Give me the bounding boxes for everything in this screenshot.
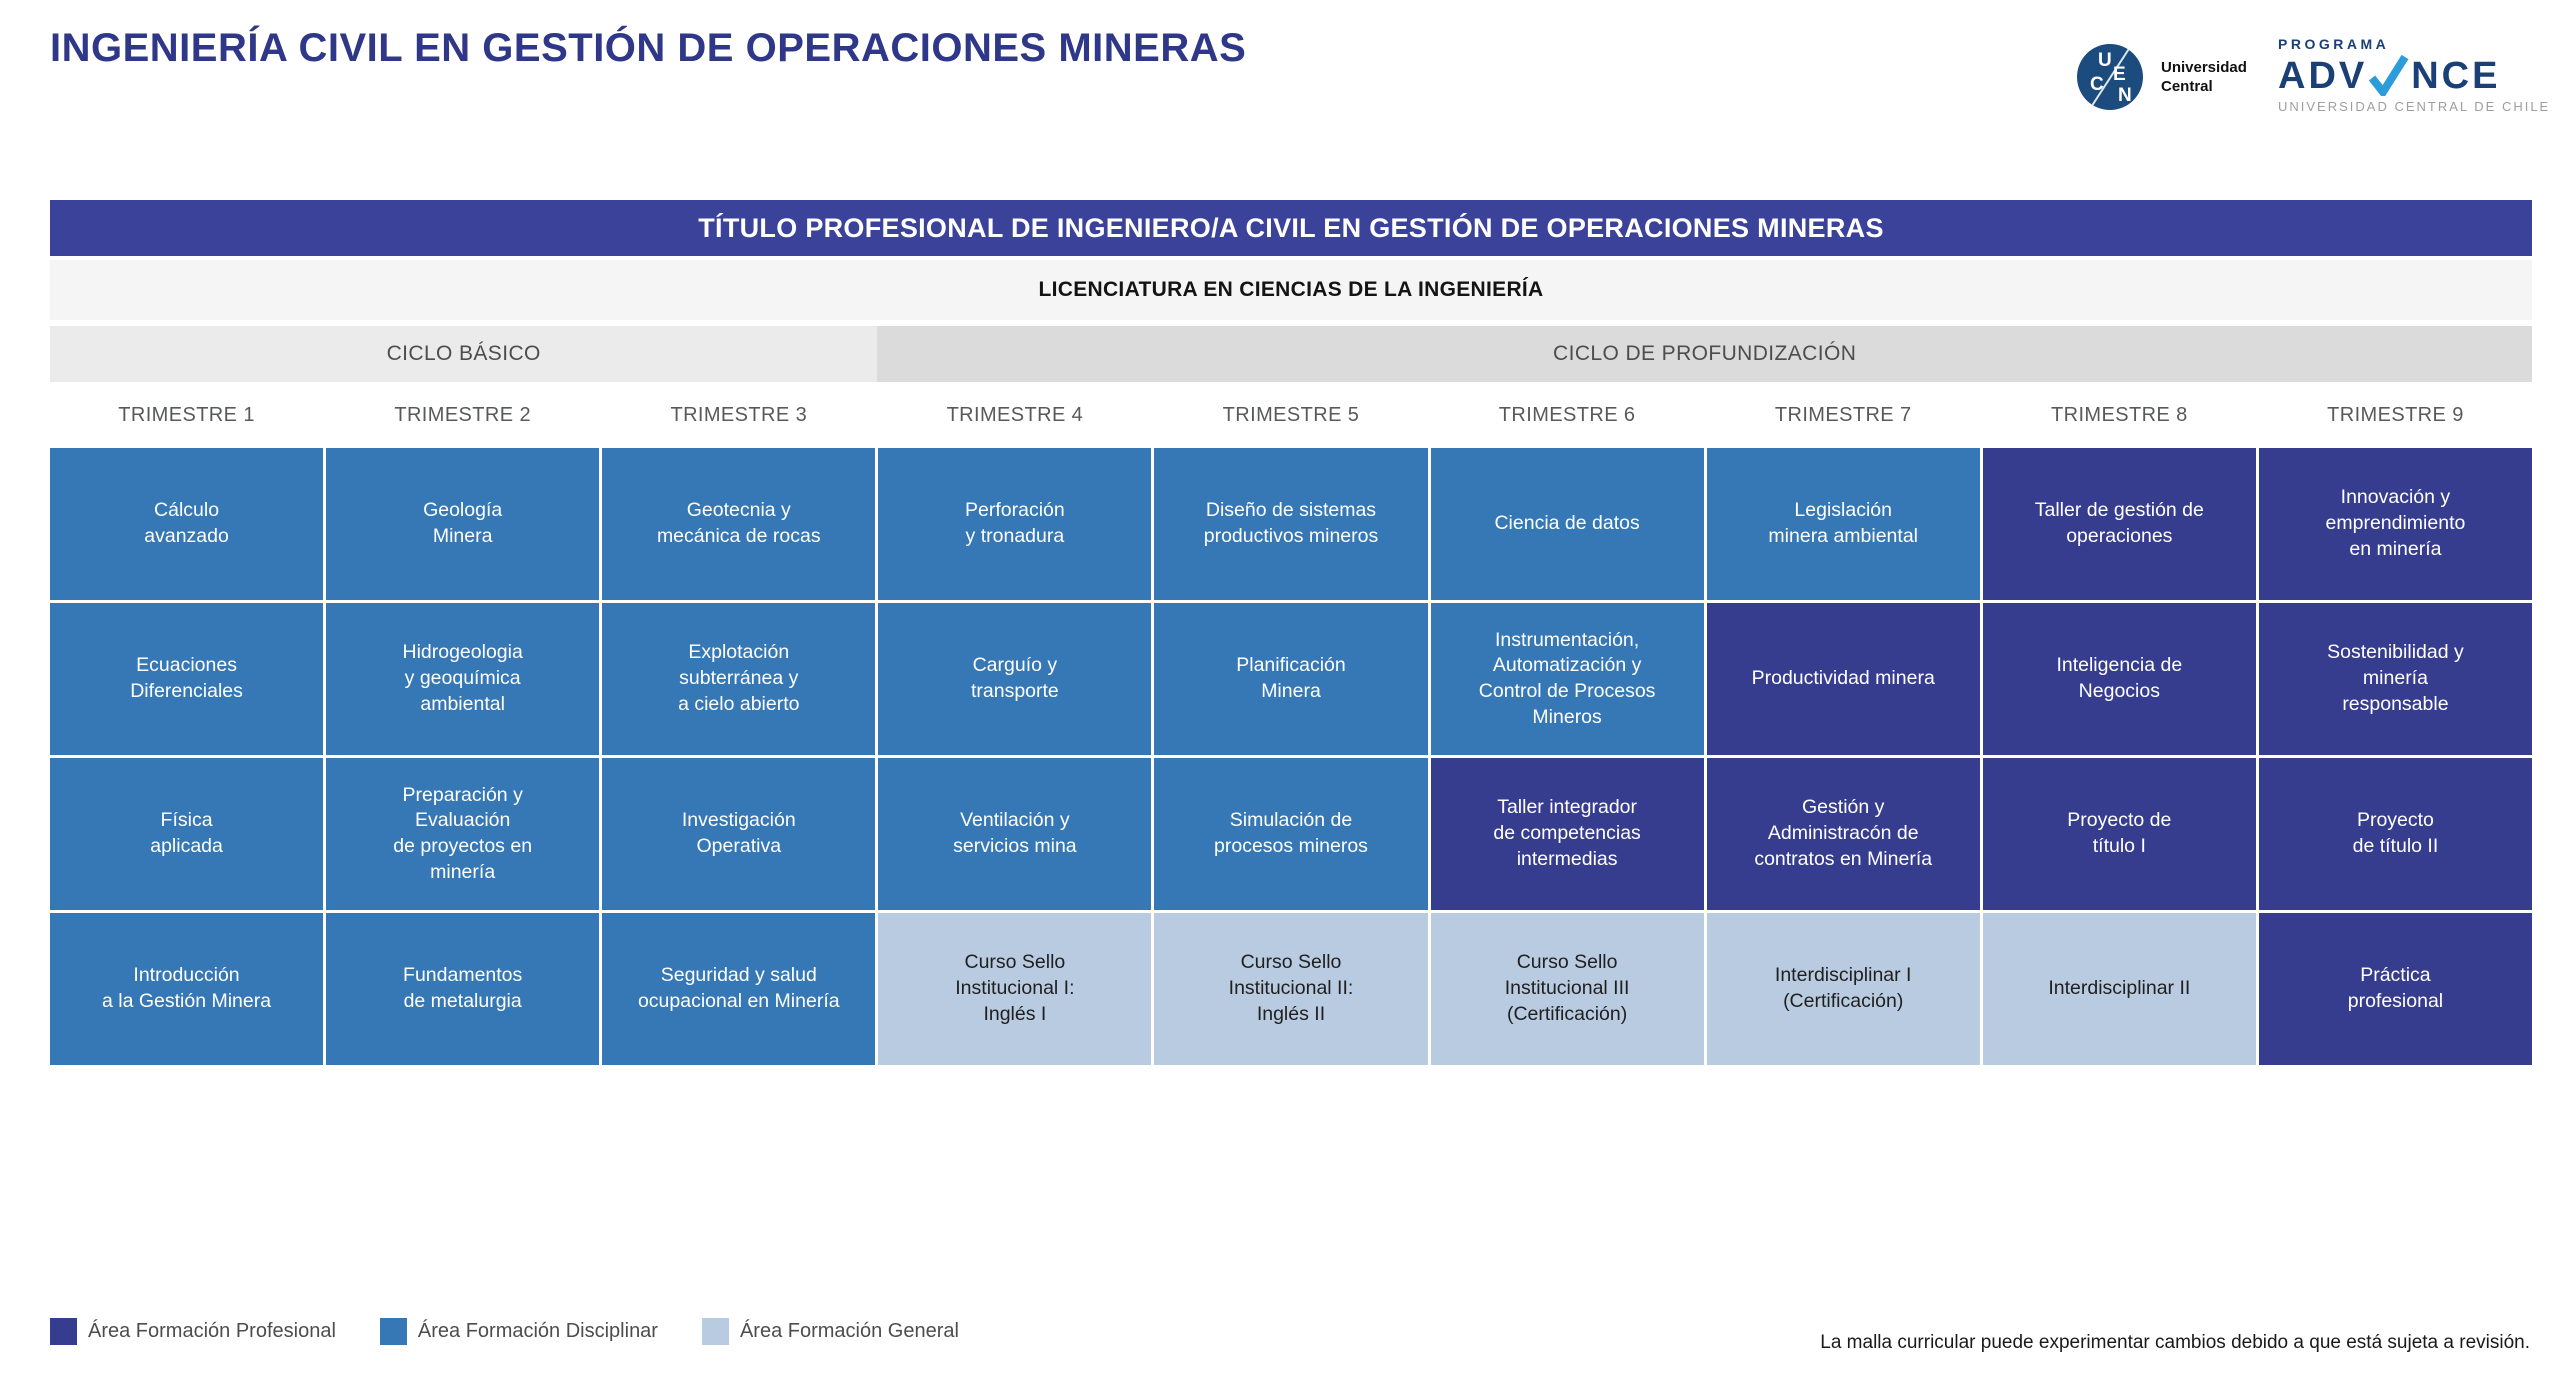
course-cell: Curso Sello Institucional I: Inglés I bbox=[878, 913, 1152, 1065]
ucen-wordmark: Universidad Central bbox=[2161, 58, 2247, 96]
course-cell: Geología Minera bbox=[326, 448, 600, 600]
course-cell: Interdisciplinar II bbox=[1982, 913, 2256, 1065]
trimester-header: TRIMESTRE 7 bbox=[1774, 403, 1912, 426]
trimester-header: TRIMESTRE 2 bbox=[394, 403, 531, 426]
legend-swatch-icon bbox=[701, 1318, 729, 1345]
course-cell: Productividad minera bbox=[1706, 603, 1980, 755]
advance-word-start: ADV bbox=[2278, 55, 2368, 97]
course-cell: Interdisciplinar I (Certificación) bbox=[1706, 913, 1980, 1065]
footer-note: La malla curricular puede experimentar c… bbox=[1820, 1332, 2530, 1353]
course-cell: Proyecto de título II bbox=[2258, 758, 2532, 910]
cycle-label: CICLO BÁSICO bbox=[50, 326, 878, 382]
trimester-header: TRIMESTRE 8 bbox=[2051, 403, 2188, 426]
trimester-header: TRIMESTRE 1 bbox=[118, 403, 255, 426]
advance-wordmark: ADV NCE bbox=[2278, 54, 2550, 97]
ucen-wordmark-line: Central bbox=[2161, 78, 2213, 95]
trimester-header-row: TRIMESTRE 1 TRIMESTRE 2 TRIMESTRE 3 TRIMEST… bbox=[50, 382, 2532, 448]
trimester-header: TRIMESTRE 3 bbox=[670, 403, 808, 426]
advance-word-end: NCE bbox=[2411, 55, 2501, 97]
trimester-header: TRIMESTRE 9 bbox=[2327, 403, 2464, 426]
course-cell: Perforación y tronadura bbox=[878, 448, 1152, 600]
area-legend: Área Formación Profesional Área Formación… bbox=[50, 1318, 1003, 1345]
ucen-monogram-icon: U C E N bbox=[2077, 44, 2143, 110]
course-cell: Sostenibilidad y minería responsable bbox=[2258, 603, 2532, 755]
legend-item: Área Formación Disciplinar bbox=[379, 1318, 658, 1345]
course-cell: Proyecto de título I bbox=[1982, 758, 2256, 910]
course-cell: Taller integrador de competencias interm… bbox=[1430, 758, 1704, 910]
course-cell: Física aplicada bbox=[50, 758, 324, 910]
course-cell: Innovación y emprendimiento en minería bbox=[2258, 448, 2532, 600]
legend-swatch-icon bbox=[379, 1318, 407, 1345]
course-cell: Introducción a la Gestión Minera bbox=[50, 913, 324, 1065]
licenciatura-bar: LICENCIATURA EN CIENCIAS DE LA INGENIERÍ… bbox=[50, 260, 2532, 320]
ucen-letter: E bbox=[2113, 64, 2126, 85]
course-cell: Hidrogeologia y geoquímica ambiental bbox=[326, 603, 600, 755]
course-cell: Planificación Minera bbox=[1154, 603, 1428, 755]
course-cell: Ecuaciones Diferenciales bbox=[50, 603, 324, 755]
legend-swatch-icon bbox=[50, 1318, 77, 1345]
legend-item: Área Formación Profesional bbox=[50, 1318, 336, 1345]
course-cell: Curso Sello Institucional II: Inglés II bbox=[1154, 913, 1428, 1065]
ucen-wordmark-line: Universidad bbox=[2161, 59, 2247, 76]
ucen-letter: U bbox=[2098, 50, 2112, 71]
course-cell: Taller de gestión de operaciones bbox=[1982, 448, 2256, 600]
course-cell: Práctica profesional bbox=[2258, 913, 2532, 1065]
course-cell: Ciencia de datos bbox=[1430, 448, 1704, 600]
course-cell: Curso Sello Institucional III (Certifica… bbox=[1430, 913, 1704, 1065]
trimester-header: TRIMESTRE 5 bbox=[1222, 403, 1360, 426]
page-title: INGENIERÍA CIVIL EN GESTIÓN DE OPERACION… bbox=[50, 26, 1247, 70]
checkmark-icon bbox=[2369, 54, 2409, 96]
legend-label: Área Formación Profesional bbox=[88, 1320, 336, 1342]
course-cell: Instrumentación, Automatización y Contro… bbox=[1430, 603, 1704, 755]
course-grid: Cálculo avanzado Geología Minera Geotecnia… bbox=[50, 448, 2532, 1065]
course-cell: Legislación minera ambiental bbox=[1706, 448, 1980, 600]
course-cell: Gestión y Administracón de contratos en … bbox=[1706, 758, 1980, 910]
course-cell: Inteligencia de Negocios bbox=[1982, 603, 2256, 755]
course-cell: Diseño de sistemas productivos mineros bbox=[1154, 448, 1428, 600]
course-cell: Ventilación y servicios mina bbox=[878, 758, 1152, 910]
course-cell: Explotación subterránea y a cielo abiert… bbox=[602, 603, 876, 755]
advance-kicker: PROGRAMA bbox=[2278, 36, 2390, 52]
course-cell: Cálculo avanzado bbox=[50, 448, 324, 600]
course-cell: Carguío y transporte bbox=[878, 603, 1152, 755]
cycle-row: CICLO BÁSICO CICLO DE PROFUNDIZACIÓN bbox=[50, 326, 2532, 382]
course-cell: Geotecnia y mecánica de rocas bbox=[602, 448, 876, 600]
course-cell: Investigación Operativa bbox=[602, 758, 876, 910]
ucen-letter: N bbox=[2118, 85, 2132, 106]
cycle-label: CICLO DE PROFUNDIZACIÓN bbox=[877, 326, 2532, 382]
ucen-letter: C bbox=[2090, 74, 2104, 95]
legend-item: Área Formación General bbox=[701, 1318, 959, 1345]
degree-title-bar: TÍTULO PROFESIONAL DE INGENIERO/A CIVIL … bbox=[50, 200, 2532, 256]
curriculum-board: TÍTULO PROFESIONAL DE INGENIERO/A CIVIL … bbox=[50, 200, 2532, 1065]
advance-subtitle: UNIVERSIDAD CENTRAL DE CHILE bbox=[2278, 99, 2551, 114]
course-cell: Simulación de procesos mineros bbox=[1154, 758, 1428, 910]
trimester-header: TRIMESTRE 4 bbox=[946, 403, 1084, 426]
course-cell: Seguridad y salud ocupacional en Minería bbox=[602, 913, 876, 1065]
ucen-logo: U C E N Universidad Central bbox=[2077, 44, 2247, 110]
course-cell: Fundamentos de metalurgia bbox=[326, 913, 600, 1065]
legend-label: Área Formación Disciplinar bbox=[417, 1320, 658, 1342]
course-cell: Preparación y Evaluación de proyectos en… bbox=[326, 758, 600, 910]
trimester-header: TRIMESTRE 6 bbox=[1498, 403, 1636, 426]
advance-logo: PROGRAMA ADV NCE UNIVERSIDAD CENTRAL DE … bbox=[2278, 36, 2550, 114]
legend-label: Área Formación General bbox=[739, 1320, 959, 1342]
